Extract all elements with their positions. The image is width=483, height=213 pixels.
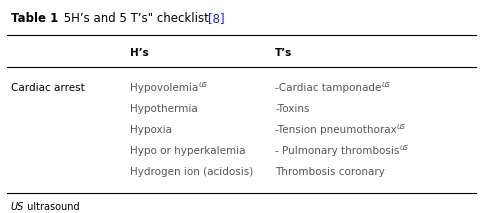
- Text: Thrombosis coronary: Thrombosis coronary: [275, 167, 385, 177]
- Text: Hypo or hyperkalemia: Hypo or hyperkalemia: [130, 146, 246, 156]
- Text: -Cardiac tamponade: -Cardiac tamponade: [275, 83, 382, 93]
- Text: Table 1: Table 1: [11, 12, 58, 25]
- Text: Hypoxia: Hypoxia: [130, 125, 172, 135]
- Text: H’s: H’s: [130, 48, 149, 58]
- Text: us: us: [199, 80, 208, 89]
- Text: [8]: [8]: [208, 12, 225, 25]
- Text: ultrasound: ultrasound: [24, 202, 80, 212]
- Text: us: us: [397, 122, 406, 131]
- Text: us: us: [382, 80, 391, 89]
- Text: -Tension pneumothorax: -Tension pneumothorax: [275, 125, 397, 135]
- Text: US: US: [11, 202, 24, 212]
- Text: 5H’s and 5 T’s" checklist: 5H’s and 5 T’s" checklist: [60, 12, 213, 25]
- Text: Cardiac arrest: Cardiac arrest: [11, 83, 85, 93]
- Text: Hypothermia: Hypothermia: [130, 104, 198, 114]
- Text: T’s: T’s: [275, 48, 293, 58]
- Text: Hypovolemia: Hypovolemia: [130, 83, 199, 93]
- Text: Hydrogen ion (acidosis): Hydrogen ion (acidosis): [130, 167, 254, 177]
- Text: - Pulmonary thrombosis: - Pulmonary thrombosis: [275, 146, 400, 156]
- Text: us: us: [400, 143, 409, 152]
- Text: -Toxins: -Toxins: [275, 104, 310, 114]
